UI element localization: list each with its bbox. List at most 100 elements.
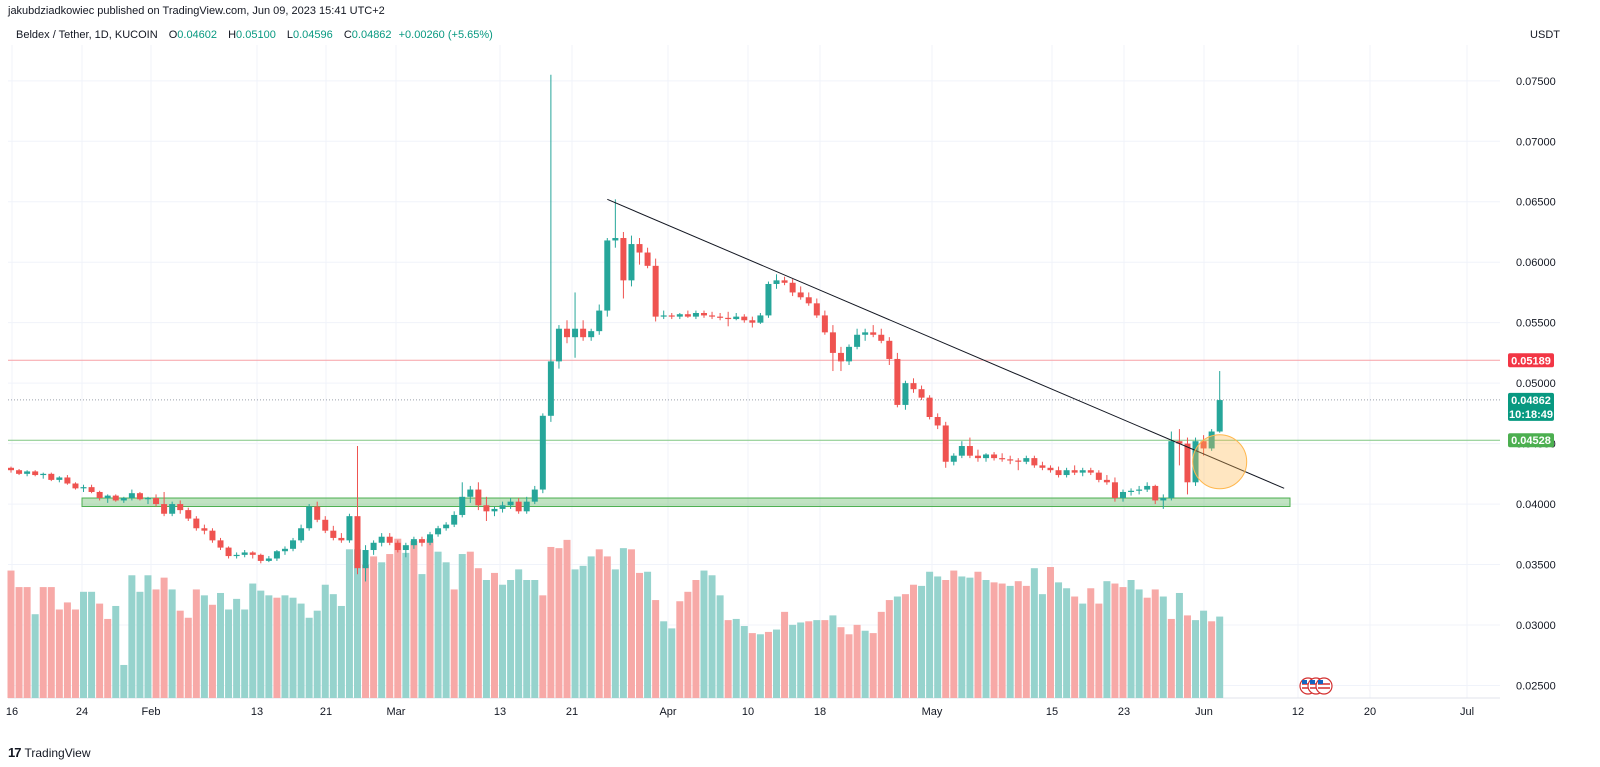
volume-bar xyxy=(482,580,490,698)
candle-body xyxy=(636,244,643,253)
high-value: 0.05100 xyxy=(236,29,276,41)
us-flag-icon[interactable] xyxy=(1299,677,1333,695)
volume-bar xyxy=(378,562,386,698)
volume-bar xyxy=(636,572,644,698)
candle-body xyxy=(1136,489,1143,491)
candle-body xyxy=(660,315,667,317)
candle-body xyxy=(749,320,756,323)
candle-body xyxy=(1200,441,1207,449)
price-tag-label: 0.05189 xyxy=(1511,355,1551,367)
candle-body xyxy=(596,310,603,332)
candle-body xyxy=(942,425,949,462)
volume-bar xyxy=(966,577,974,698)
volume-bar xyxy=(1046,567,1054,698)
volume-bar xyxy=(619,548,627,698)
price-tag-label: 0.04528 xyxy=(1511,435,1551,447)
support-zone xyxy=(81,497,1291,507)
volume-bar xyxy=(1167,618,1175,698)
x-tick-label: 20 xyxy=(1364,706,1376,718)
volume-bar xyxy=(297,603,305,698)
candle-body xyxy=(273,551,280,559)
volume-bar xyxy=(305,617,313,698)
volume-bar xyxy=(23,587,31,698)
candle-body xyxy=(120,498,127,501)
y-tick-label: 0.02500 xyxy=(1516,680,1556,692)
x-tick-label: 16 xyxy=(6,706,18,718)
volume-bar xyxy=(225,609,233,698)
candle-body xyxy=(346,516,353,541)
x-tick-label: 13 xyxy=(251,706,263,718)
candle-body xyxy=(652,265,659,317)
publisher-line: jakubdziadkowiec published on TradingVie… xyxy=(8,5,385,17)
candle-body xyxy=(950,455,957,462)
volume-bar xyxy=(885,600,893,698)
candle-body xyxy=(523,501,530,512)
candle-body xyxy=(298,528,305,541)
candle-body xyxy=(958,446,965,456)
volume-bar xyxy=(15,587,23,698)
close-label: C xyxy=(343,29,352,41)
candle-body xyxy=(604,240,611,311)
candle-body xyxy=(144,498,151,500)
candle-body xyxy=(1087,470,1094,473)
candle-body xyxy=(547,361,554,416)
volume-bar xyxy=(587,556,595,698)
volume-bar xyxy=(990,582,998,698)
candle-body xyxy=(290,540,297,549)
candle-body xyxy=(185,510,192,519)
volume-bar xyxy=(1014,581,1022,698)
candle-body xyxy=(918,389,925,398)
volume-bar xyxy=(805,621,813,698)
candle-body xyxy=(265,558,272,561)
candle-body xyxy=(217,540,224,548)
volume-bar xyxy=(434,551,442,698)
volume-bar xyxy=(466,551,474,698)
flag-canton xyxy=(1310,680,1315,684)
y-tick-label: 0.06000 xyxy=(1516,257,1556,269)
price-tags: 0.05189 0.04862 10:18:49 0.04528 xyxy=(1508,353,1554,448)
volume-bar xyxy=(660,621,668,698)
candle-body xyxy=(40,473,47,476)
x-tick-label: Jun xyxy=(1195,706,1213,718)
x-tick-label: 21 xyxy=(320,706,332,718)
volume-bar xyxy=(241,609,249,698)
price-axis[interactable]: 0.025000.030000.035000.040000.045000.050… xyxy=(1516,76,1556,693)
candle-body xyxy=(330,530,337,538)
volume-bar xyxy=(603,556,611,698)
volume-bar xyxy=(257,590,265,698)
candle-body xyxy=(515,501,522,512)
volume-bar xyxy=(31,614,39,698)
tradingview-footer[interactable]: 17 TradingView xyxy=(8,745,91,760)
volume-bar xyxy=(579,565,587,698)
x-tick-label: Feb xyxy=(142,706,161,718)
candle-body xyxy=(797,292,804,298)
volume-bar xyxy=(426,538,434,698)
x-tick-label: 24 xyxy=(76,706,88,718)
volume-bar xyxy=(950,570,958,698)
volume-bar xyxy=(1103,581,1111,698)
volume-bar xyxy=(563,539,571,698)
time-axis[interactable]: 16 24 Feb 13 21 Mar 13 21 Apr 10 18 May 15 23 Jun 12 20 J… xyxy=(6,706,1474,718)
candle-body xyxy=(620,238,627,281)
volume-bar xyxy=(974,571,982,698)
trendline[interactable] xyxy=(607,198,1285,489)
candle-body xyxy=(757,315,764,323)
volume-bar xyxy=(1055,582,1063,698)
volume-bar xyxy=(265,595,273,698)
candle-body xyxy=(934,417,941,426)
volume-bar xyxy=(192,589,200,698)
volume-bar xyxy=(490,572,498,698)
candle-body xyxy=(1023,458,1030,462)
candle-body xyxy=(886,340,893,359)
candle-body xyxy=(370,542,377,551)
candle-body xyxy=(733,316,740,320)
candle-body xyxy=(1176,441,1183,444)
symbol-ohlc-row: Beldex / Tether, 1D, KUCOIN O0.04602 H0.… xyxy=(16,29,493,41)
x-tick-label: Apr xyxy=(659,706,676,718)
candle-body xyxy=(1079,470,1086,473)
candle-body xyxy=(64,477,71,484)
candle-body xyxy=(668,315,675,317)
volume-bar xyxy=(160,577,168,698)
volume-bar xyxy=(474,568,482,698)
